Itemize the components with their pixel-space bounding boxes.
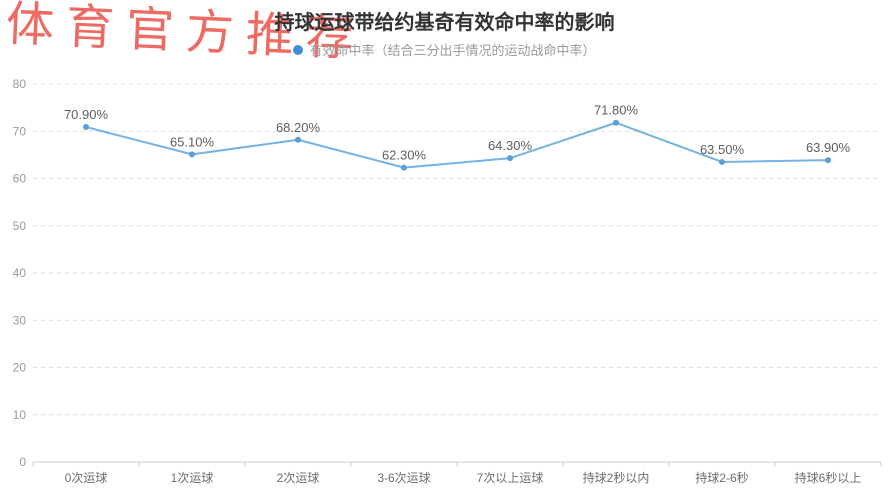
x-axis-label: 0次运球 bbox=[65, 471, 108, 485]
x-axis-label: 持球2-6秒 bbox=[695, 470, 748, 485]
x-axis-label: 3-6次运球 bbox=[377, 471, 430, 485]
legend-marker-icon bbox=[293, 44, 304, 55]
y-axis-label: 10 bbox=[13, 408, 27, 422]
data-point-label: 63.90% bbox=[806, 140, 851, 155]
data-point[interactable] bbox=[825, 157, 831, 164]
data-point[interactable] bbox=[83, 123, 89, 130]
data-point-label: 70.90% bbox=[64, 107, 109, 122]
y-axis-label: 20 bbox=[13, 361, 27, 375]
y-axis-label: 60 bbox=[13, 172, 27, 186]
y-axis-label: 30 bbox=[13, 313, 27, 327]
data-point[interactable] bbox=[295, 136, 301, 143]
legend-label: 有效命中率（结合三分出手情况的运动战命中率） bbox=[309, 43, 596, 58]
data-point-label: 64.30% bbox=[488, 138, 533, 153]
x-axis-label: 持球6秒以上 bbox=[795, 470, 862, 485]
y-axis-label: 70 bbox=[13, 124, 27, 138]
data-point[interactable] bbox=[507, 155, 513, 162]
line-series bbox=[85, 121, 829, 169]
data-point-label: 63.50% bbox=[700, 142, 745, 157]
data-point-label: 68.20% bbox=[276, 120, 321, 135]
x-axis-label: 1次运球 bbox=[171, 471, 214, 485]
x-axis-label: 2次运球 bbox=[277, 471, 320, 485]
data-point-label: 65.10% bbox=[170, 134, 215, 149]
data-point[interactable] bbox=[613, 119, 619, 126]
legend-item-effective-fg[interactable]: 有效命中率（结合三分出手情况的运动战命中率） bbox=[0, 40, 889, 59]
x-axis-label: 7次以上运球 bbox=[477, 471, 544, 485]
y-axis-label: 0 bbox=[19, 455, 26, 469]
data-point[interactable] bbox=[189, 151, 195, 158]
data-point[interactable] bbox=[719, 158, 725, 165]
x-axis-label: 持球2秒以内 bbox=[583, 470, 650, 485]
data-point-label: 71.80% bbox=[594, 103, 639, 118]
y-axis-label: 50 bbox=[13, 219, 27, 233]
y-axis-label: 40 bbox=[13, 266, 27, 280]
data-point-label: 62.30% bbox=[382, 148, 427, 163]
data-point[interactable] bbox=[401, 164, 407, 171]
y-axis-label: 80 bbox=[13, 77, 27, 91]
chart-title: 持球运球带给约基奇有效命中率的影响 bbox=[274, 12, 615, 34]
